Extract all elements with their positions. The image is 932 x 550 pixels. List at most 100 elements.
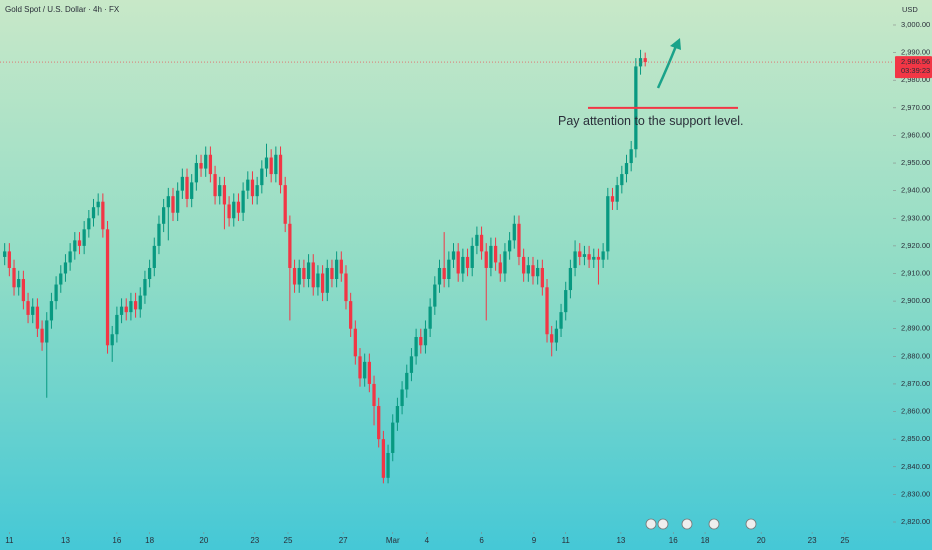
candle-body <box>180 176 184 191</box>
candle-body <box>190 182 194 199</box>
candle-body <box>367 361 371 384</box>
candle-body <box>484 251 488 268</box>
x-tick-label: 13 <box>61 536 70 545</box>
candle-body <box>536 267 540 277</box>
candle-body <box>442 267 446 280</box>
candle-body <box>311 262 315 288</box>
candle-body <box>143 279 147 296</box>
candle-body <box>306 262 311 280</box>
countdown: 03:39:23 <box>901 66 930 75</box>
last-price-box <box>895 56 932 79</box>
candle-body <box>250 179 255 197</box>
candle-body <box>629 149 633 164</box>
candle-body <box>171 196 175 213</box>
y-tick-label: 2,920.00 <box>901 241 930 250</box>
candle-body <box>330 267 334 280</box>
candle-body <box>386 452 390 478</box>
y-tick-label: 2,840.00 <box>901 462 930 471</box>
candle-body <box>507 240 512 252</box>
candle-body <box>292 267 297 285</box>
y-tick-label: 2,940.00 <box>901 186 930 195</box>
candle-body <box>246 179 250 191</box>
y-tick-label: 2,880.00 <box>901 351 930 360</box>
candle-body <box>620 174 624 186</box>
candle-body <box>489 245 493 268</box>
candle-body <box>540 267 544 288</box>
candle-body <box>470 245 474 268</box>
candle-body <box>157 223 161 246</box>
candle-body <box>433 284 437 307</box>
candle-body <box>334 259 339 280</box>
candle-body <box>101 201 105 230</box>
candle-body <box>204 154 208 169</box>
candle-body <box>115 314 119 335</box>
candle-body <box>554 328 559 343</box>
x-tick-label: Mar <box>386 536 400 545</box>
x-tick-label: 16 <box>112 536 121 545</box>
candle-body <box>21 279 26 302</box>
candle-body <box>316 273 320 288</box>
candle-body <box>87 218 91 230</box>
x-tick-label: 18 <box>145 536 154 545</box>
candle-body <box>54 284 58 302</box>
candle-body <box>260 168 264 186</box>
x-tick-label: 23 <box>808 536 817 545</box>
candle-body <box>185 176 189 199</box>
candle-body <box>325 267 329 293</box>
candle-body <box>7 251 11 268</box>
y-tick-label: 2,990.00 <box>901 48 930 57</box>
candle-body <box>17 279 21 288</box>
candle-body <box>110 334 114 346</box>
y-tick-label: 2,970.00 <box>901 103 930 112</box>
candle-body <box>12 267 16 288</box>
candle-body <box>638 58 643 67</box>
candle-body <box>517 223 521 257</box>
candle-body <box>624 163 629 175</box>
candle-body <box>437 267 442 285</box>
candle-body <box>35 306 40 329</box>
candle-body <box>264 157 269 169</box>
x-tick-label: 25 <box>840 536 849 545</box>
y-tick-label: 2,950.00 <box>901 158 930 167</box>
candle-body <box>400 389 404 407</box>
y-tick-label: 2,900.00 <box>901 296 930 305</box>
x-tick-label: 6 <box>479 536 484 545</box>
candle-body <box>339 259 343 274</box>
chart-title: Gold Spot / U.S. Dollar · 4h · FX <box>5 5 120 14</box>
candle-body <box>564 290 568 313</box>
candle-body <box>222 185 227 205</box>
y-tick-label: 2,910.00 <box>901 268 930 277</box>
candle-body <box>461 256 465 274</box>
candle-body <box>456 251 460 274</box>
y-tick-label: 3,000.00 <box>901 20 930 29</box>
candle-body <box>77 240 82 246</box>
candle-body <box>587 254 591 260</box>
candle-body <box>451 251 456 260</box>
candle-body <box>475 234 479 246</box>
candle-body <box>152 245 156 268</box>
candle-body <box>573 251 577 268</box>
candle-body <box>550 334 554 343</box>
candle-body <box>479 234 484 252</box>
candle-body <box>596 256 601 260</box>
event-icons <box>645 518 757 530</box>
candle-body <box>147 267 152 280</box>
candle-body <box>166 196 170 208</box>
candle-body <box>377 406 381 440</box>
candle-body <box>3 251 7 257</box>
y-tick-label: 2,870.00 <box>901 379 930 388</box>
candle-body <box>31 306 35 315</box>
candle-body <box>129 301 133 313</box>
y-tick-label: 2,980.00 <box>901 75 930 84</box>
x-tick-label: 9 <box>532 536 537 545</box>
candle-body <box>447 259 451 280</box>
candle-body <box>503 251 507 274</box>
candle-body <box>381 439 386 478</box>
candle-body <box>96 201 100 208</box>
candle-body <box>49 301 54 321</box>
y-tick-label: 2,890.00 <box>901 324 930 333</box>
candle-body <box>208 154 213 175</box>
candle-body <box>465 256 470 268</box>
candle-body <box>105 229 110 346</box>
